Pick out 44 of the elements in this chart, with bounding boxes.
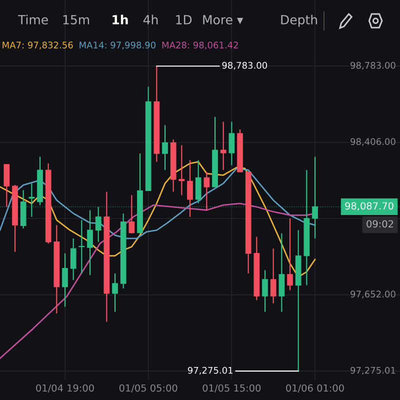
y-tick-label: 98,783.00	[350, 62, 396, 70]
candlestick	[87, 210, 93, 276]
candlestick	[95, 206, 102, 242]
candlestick	[187, 160, 193, 218]
candlestick	[228, 121, 235, 166]
candlestick	[78, 219, 85, 274]
annotation: 97,275.01	[188, 366, 232, 375]
candlestick	[220, 121, 226, 171]
annotation: 09:02	[366, 220, 394, 228]
candlestick	[178, 144, 185, 196]
y-tick-label: 97,275.01	[350, 366, 396, 375]
x-tick-label: 01/04 19:00	[36, 384, 94, 392]
text: MA7: 97,832.56	[2, 42, 73, 50]
annotation: 98,783.00	[222, 62, 268, 70]
candlestick	[4, 164, 10, 208]
candlestick	[262, 270, 268, 312]
candlestick	[162, 124, 168, 171]
candlestick	[62, 252, 68, 308]
annotation: Depth	[281, 14, 318, 27]
x-tick-label: 01/05 05:00	[119, 384, 178, 392]
candlestick	[112, 272, 118, 312]
candlestick	[278, 232, 285, 312]
ref-line-label: 98,087.70	[345, 202, 394, 211]
candlestick	[128, 194, 135, 234]
candlestick	[287, 218, 293, 291]
text: MA14: 97,998.90	[80, 42, 156, 50]
annotation: Time	[18, 14, 48, 24]
y-tick-label: 97,652.00	[350, 290, 396, 298]
candlestick	[70, 238, 76, 281]
annotation: 4h	[143, 14, 158, 24]
x-tick-label: 01/05 15:00	[202, 384, 261, 392]
text: MA28: 98,061.42	[162, 42, 238, 50]
candlestick	[28, 182, 35, 218]
x-tick-label: 01/06 01:00	[286, 384, 344, 392]
y-tick-label: 98,406.00	[350, 138, 396, 146]
annotation: More ▾	[203, 15, 244, 24]
annotation: 15m	[63, 15, 90, 24]
candlestick	[195, 160, 202, 204]
annotation: 1h	[112, 14, 128, 24]
candlestick	[312, 156, 318, 239]
candlestick	[20, 190, 26, 230]
annotation: 1D	[176, 15, 192, 24]
candlestick	[204, 171, 210, 211]
candlestick	[270, 248, 276, 304]
